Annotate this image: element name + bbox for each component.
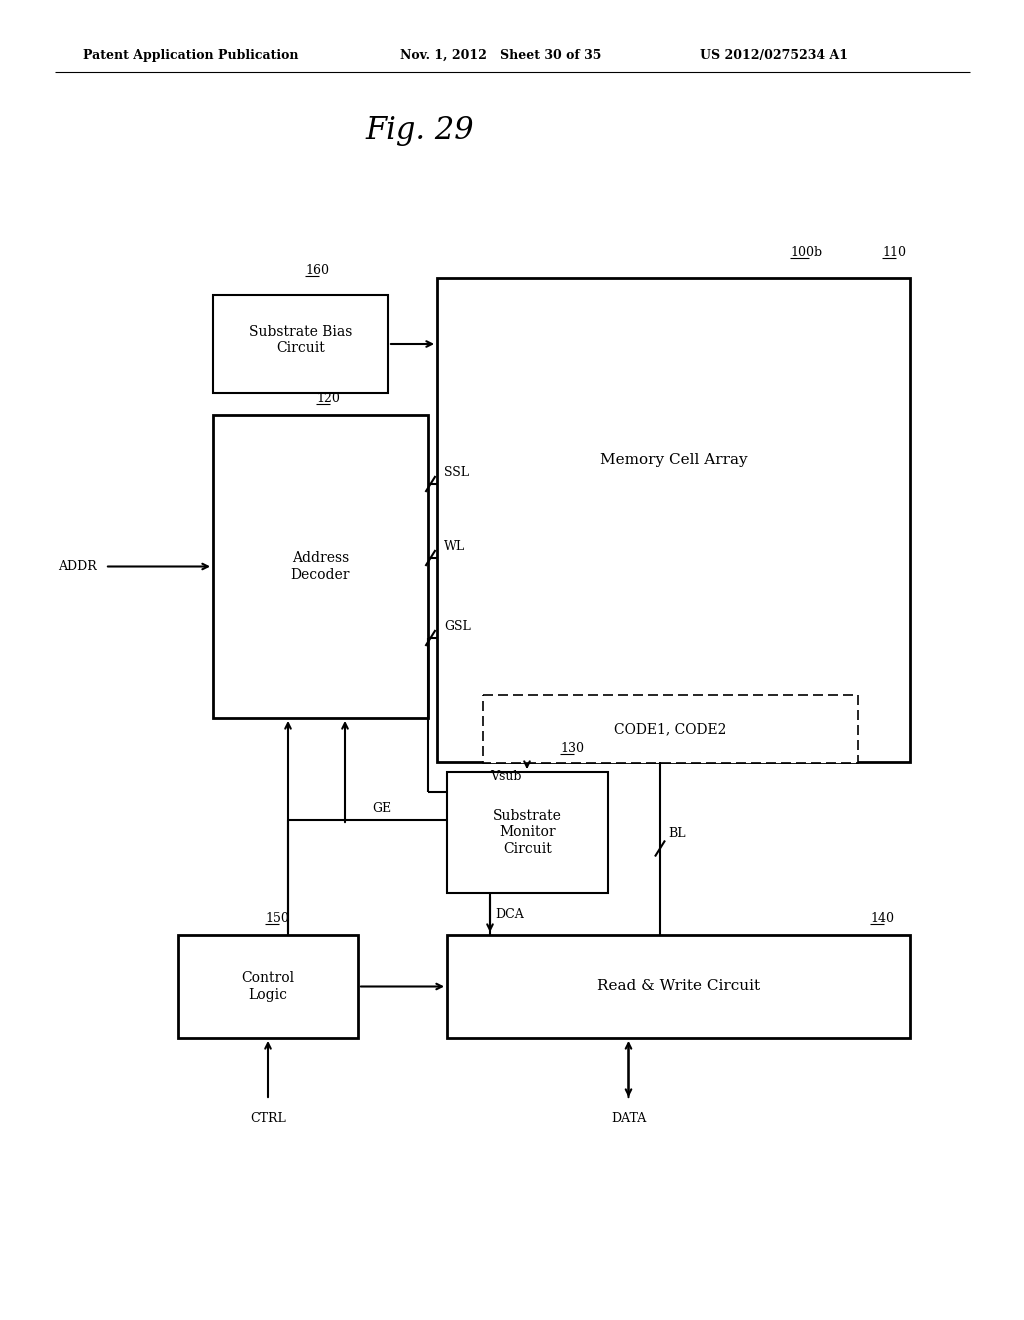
Text: GSL: GSL [444,619,471,632]
Text: BL: BL [668,828,685,840]
Bar [213,294,388,393]
Text: Patent Application Publication: Patent Application Publication [83,49,299,62]
Text: Fig. 29: Fig. 29 [366,115,474,145]
Text: 150: 150 [265,912,289,924]
Text: Read & Write Circuit: Read & Write Circuit [597,979,760,994]
Text: CODE1, CODE2: CODE1, CODE2 [614,722,727,737]
Text: 120: 120 [316,392,340,404]
Text: 140: 140 [870,912,894,924]
Text: 100b: 100b [790,246,822,259]
Text: ADDR: ADDR [58,560,97,573]
Text: 110: 110 [882,246,906,259]
Text: Address
Decoder: Address Decoder [291,552,350,582]
Bar [447,772,608,894]
Text: Vsub: Vsub [490,771,522,784]
Bar [213,414,428,718]
Text: CTRL: CTRL [250,1111,286,1125]
Text: Substrate
Monitor
Circuit: Substrate Monitor Circuit [494,809,562,855]
Text: Substrate Bias
Circuit: Substrate Bias Circuit [249,325,352,355]
Text: WL: WL [444,540,465,553]
Text: 160: 160 [305,264,329,276]
Text: Control
Logic: Control Logic [242,972,295,1002]
Text: US 2012/0275234 A1: US 2012/0275234 A1 [700,49,848,62]
Bar [447,935,910,1038]
Bar [483,696,858,763]
Bar [437,279,910,762]
Text: DATA: DATA [611,1111,646,1125]
Text: 130: 130 [560,742,584,755]
Text: Nov. 1, 2012   Sheet 30 of 35: Nov. 1, 2012 Sheet 30 of 35 [400,49,601,62]
Text: GE: GE [372,801,391,814]
Bar [178,935,358,1038]
Text: SSL: SSL [444,466,469,479]
Text: DCA: DCA [495,908,523,920]
Text: Memory Cell Array: Memory Cell Array [600,453,748,467]
